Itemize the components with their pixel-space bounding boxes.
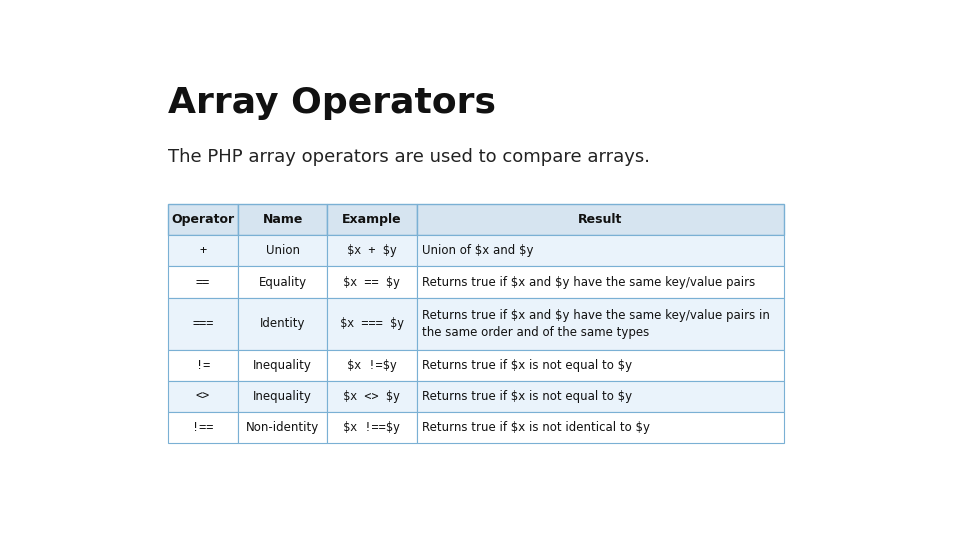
Bar <box>417 266 784 298</box>
Text: Inequality: Inequality <box>253 390 312 403</box>
Text: \$x == \$y: \$x == \$y <box>344 275 400 288</box>
Text: Returns true if \$x is not identical to \$y: Returns true if \$x is not identical to … <box>422 421 650 434</box>
Bar <box>168 235 238 266</box>
Bar <box>417 349 784 381</box>
Text: Returns true if \$x and \$y have the same key/value pairs: Returns true if \$x and \$y have the sam… <box>422 275 756 288</box>
Bar <box>327 381 417 412</box>
Bar <box>168 298 238 349</box>
Bar <box>168 381 238 412</box>
Bar <box>327 412 417 443</box>
Bar <box>417 204 784 235</box>
Bar <box>417 412 784 443</box>
Bar <box>327 235 417 266</box>
Bar <box>238 298 327 349</box>
Text: Name: Name <box>262 213 302 226</box>
Text: Equality: Equality <box>258 275 306 288</box>
Text: Returns true if \$x is not equal to \$y: Returns true if \$x is not equal to \$y <box>422 359 632 372</box>
Text: Returns true if \$x and \$y have the same key/value pairs in
the same order and : Returns true if \$x and \$y have the sam… <box>422 309 770 339</box>
Text: Inequality: Inequality <box>253 359 312 372</box>
Bar <box>327 266 417 298</box>
Bar <box>238 412 327 443</box>
Text: Union: Union <box>266 245 300 258</box>
Text: !==: !== <box>192 421 214 434</box>
Text: \$x + \$y: \$x + \$y <box>347 245 396 258</box>
Bar <box>238 204 327 235</box>
Text: Array Operators: Array Operators <box>168 85 496 119</box>
Bar <box>238 235 327 266</box>
Bar <box>417 298 784 349</box>
Bar <box>238 381 327 412</box>
Bar <box>327 298 417 349</box>
Text: Example: Example <box>342 213 402 226</box>
Bar <box>168 266 238 298</box>
Bar <box>168 412 238 443</box>
Text: \$x !==\$y: \$x !==\$y <box>344 421 400 434</box>
Bar <box>327 349 417 381</box>
Text: \$x <> \$y: \$x <> \$y <box>344 390 400 403</box>
Bar <box>238 266 327 298</box>
Bar <box>417 381 784 412</box>
Bar <box>417 235 784 266</box>
Text: <>: <> <box>196 390 210 403</box>
Text: Identity: Identity <box>260 317 305 330</box>
Text: \$x !=\$y: \$x !=\$y <box>347 359 396 372</box>
Text: \$x === \$y: \$x === \$y <box>340 317 404 330</box>
Text: ==: == <box>196 275 210 288</box>
Bar <box>238 349 327 381</box>
Text: The PHP array operators are used to compare arrays.: The PHP array operators are used to comp… <box>168 148 650 166</box>
Bar <box>168 349 238 381</box>
Text: Operator: Operator <box>172 213 234 226</box>
Bar <box>168 204 238 235</box>
Text: +: + <box>200 245 206 258</box>
Text: !=: != <box>196 359 210 372</box>
Text: ===: === <box>192 317 214 330</box>
Bar <box>327 204 417 235</box>
Text: Non-identity: Non-identity <box>246 421 320 434</box>
Text: Union of \$x and \$y: Union of \$x and \$y <box>422 245 534 258</box>
Text: Returns true if \$x is not equal to \$y: Returns true if \$x is not equal to \$y <box>422 390 632 403</box>
Text: Result: Result <box>578 213 623 226</box>
